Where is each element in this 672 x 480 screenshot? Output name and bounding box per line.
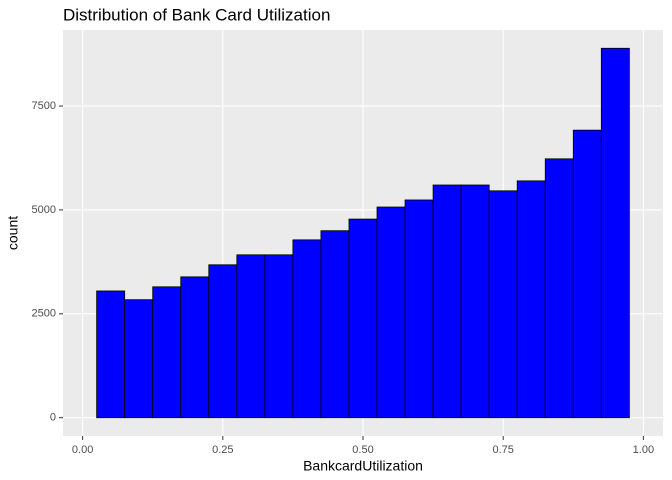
y-axis-label: count	[5, 216, 21, 250]
x-tick-label: 0.25	[212, 444, 233, 456]
bar	[432, 184, 462, 419]
x-axis-label: BankcardUtilization	[303, 458, 423, 474]
bar	[460, 184, 490, 419]
y-tick-label: 2500	[32, 308, 56, 320]
bar	[180, 276, 210, 419]
y-tick-label: 7500	[32, 100, 56, 112]
y-tick-label: 0	[50, 412, 56, 424]
chart-title: Distribution of Bank Card Utilization	[63, 5, 330, 24]
bars	[96, 47, 630, 419]
bar	[208, 264, 238, 419]
bar	[516, 180, 546, 419]
bar	[292, 239, 322, 419]
bar	[264, 254, 294, 419]
bar	[376, 206, 406, 419]
bar	[348, 218, 378, 419]
bar	[572, 129, 602, 419]
x-tick-label: 1.00	[633, 444, 654, 456]
bar	[320, 230, 350, 419]
x-tick-label: 0.00	[72, 444, 93, 456]
bar	[600, 47, 630, 419]
x-tick-label: 0.50	[352, 444, 373, 456]
y-tick-label: 5000	[32, 204, 56, 216]
bar	[124, 299, 154, 419]
bar	[544, 158, 574, 419]
bar	[236, 254, 266, 419]
bar	[404, 199, 434, 419]
bar	[152, 286, 182, 419]
bar	[488, 190, 518, 419]
bar	[96, 290, 126, 419]
x-tick-label: 0.75	[492, 444, 513, 456]
